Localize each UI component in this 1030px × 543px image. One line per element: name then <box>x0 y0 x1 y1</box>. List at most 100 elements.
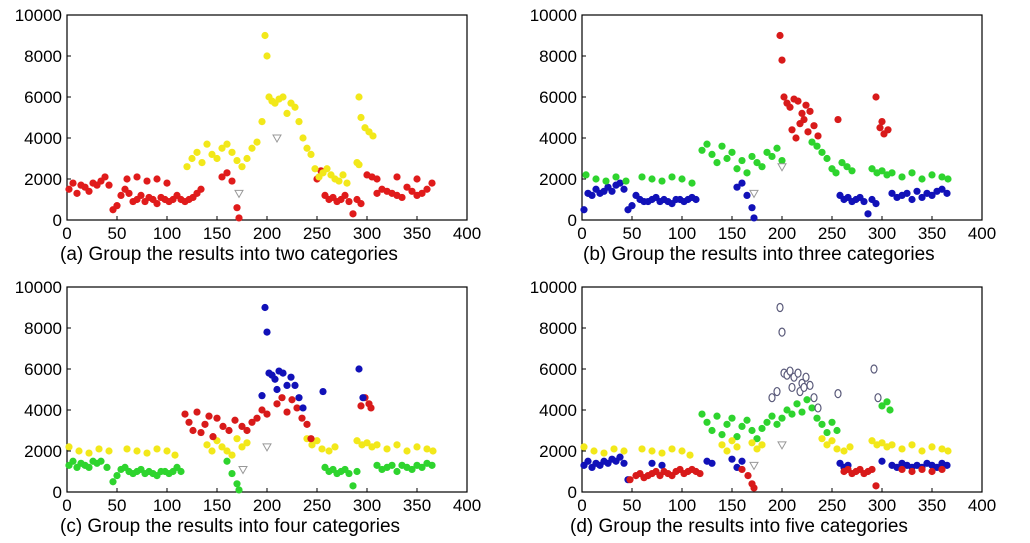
data-point <box>369 132 377 140</box>
data-point <box>143 449 151 457</box>
data-point <box>758 441 766 449</box>
data-point <box>743 169 751 177</box>
data-point <box>588 191 596 199</box>
y-tick-label: 2000 <box>24 170 62 189</box>
data-point <box>258 118 266 126</box>
x-tick-label: 50 <box>108 224 127 243</box>
data-point <box>403 447 411 455</box>
x-tick-label: 400 <box>968 496 996 515</box>
data-point <box>201 420 209 428</box>
data-point <box>773 386 781 397</box>
data-point <box>193 148 201 156</box>
y-tick-label: 10000 <box>530 278 577 297</box>
data-point <box>273 385 281 394</box>
data-point <box>258 392 266 400</box>
data-point <box>638 173 646 181</box>
data-point <box>814 132 822 140</box>
data-point <box>101 173 109 181</box>
data-point <box>248 144 256 152</box>
data-point <box>325 447 333 455</box>
data-point <box>349 482 357 490</box>
data-point <box>318 445 326 453</box>
data-point <box>777 441 787 450</box>
data-point <box>223 457 231 465</box>
data-point <box>363 439 371 447</box>
x-tick-label: 250 <box>303 496 331 515</box>
data-point <box>584 457 592 465</box>
data-point <box>793 400 801 408</box>
data-point <box>133 447 141 455</box>
data-point <box>928 171 936 179</box>
x-tick-label: 50 <box>623 496 642 515</box>
data-point <box>943 189 951 197</box>
x-tick-label: 400 <box>968 224 996 243</box>
plot-frame-c <box>66 286 468 493</box>
data-point <box>864 210 872 218</box>
data-point <box>872 482 880 490</box>
data-point <box>197 428 205 437</box>
data-point <box>846 443 854 451</box>
data-point <box>209 433 217 441</box>
data-point <box>738 179 746 187</box>
y-tick-label: 0 <box>53 211 62 230</box>
data-point <box>913 187 921 195</box>
data-point <box>918 193 926 202</box>
data-point <box>773 144 781 152</box>
data-point <box>778 327 786 337</box>
data-point <box>271 375 279 383</box>
plot-frame-b <box>581 14 983 221</box>
data-point <box>758 424 766 433</box>
data-point <box>678 175 686 183</box>
data-point <box>696 469 704 478</box>
caption-d: (d) Group the results into five categori… <box>570 516 908 537</box>
data-point <box>580 206 588 214</box>
data-point <box>373 175 381 183</box>
data-point <box>283 408 291 416</box>
data-point <box>408 465 416 474</box>
data-point <box>628 202 636 210</box>
data-point <box>279 93 287 101</box>
data-point <box>658 461 666 469</box>
data-point <box>287 373 295 381</box>
data-point <box>903 189 911 197</box>
plot-frame-a <box>66 14 468 221</box>
x-tick-label: 200 <box>253 496 281 515</box>
data-point <box>749 461 759 471</box>
data-point <box>331 443 339 451</box>
y-tick-label: 6000 <box>539 88 577 107</box>
data-point <box>718 441 726 449</box>
y-tick-label: 6000 <box>539 360 577 379</box>
data-point <box>408 187 416 195</box>
data-point <box>208 150 216 158</box>
data-point <box>293 404 301 412</box>
data-point <box>918 447 926 455</box>
data-point <box>713 412 721 420</box>
data-point <box>802 101 810 109</box>
x-tick-label: 50 <box>623 224 642 243</box>
data-point <box>153 175 161 183</box>
data-point <box>908 169 916 177</box>
data-point <box>228 177 236 185</box>
data-point <box>703 418 711 426</box>
data-point <box>95 445 103 453</box>
x-tick-label: 250 <box>303 224 331 243</box>
data-point <box>658 449 666 457</box>
data-point <box>353 437 361 445</box>
y-tick-label: 10000 <box>15 278 62 297</box>
data-point <box>610 445 618 453</box>
data-point <box>626 476 634 484</box>
data-point <box>393 441 401 449</box>
data-point <box>355 365 363 373</box>
data-point <box>874 393 882 403</box>
data-point <box>345 197 353 206</box>
data-point <box>738 457 746 465</box>
data-point <box>600 449 608 457</box>
data-point <box>833 426 841 435</box>
data-point <box>810 393 818 403</box>
data-point <box>223 447 231 455</box>
data-point <box>273 400 281 408</box>
data-point <box>860 197 868 206</box>
data-point <box>638 445 646 453</box>
data-point <box>198 159 206 167</box>
data-point <box>688 179 696 187</box>
